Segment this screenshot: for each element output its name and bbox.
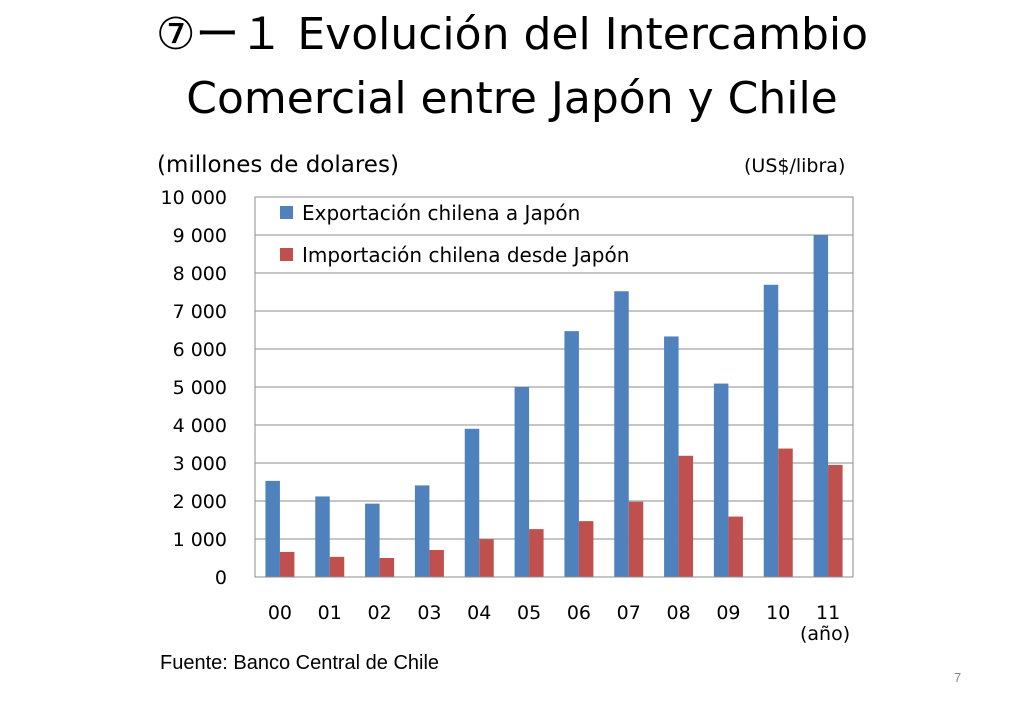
y-tick-label: 0 [215, 567, 227, 589]
import-bar [479, 539, 494, 577]
x-tick-label: 09 [716, 602, 740, 624]
export-bar [414, 485, 430, 577]
y-tick-label: 6 000 [173, 339, 227, 361]
y-tick-label: 1 000 [173, 529, 227, 551]
slide-title: ⑦ー１ Evolución del Intercambio Comercial … [0, 0, 1024, 131]
export-bar [614, 291, 629, 577]
y-axis-ticks: 0 1 000 2 000 3 000 4 000 5 000 6 000 7 000 8 00… [161, 187, 227, 589]
title-line-2: Comercial entre Japón y Chile [186, 73, 838, 124]
x-tick-label: 03 [417, 602, 441, 624]
x-axis-ticks: 00 01 02 03 04 05 06 07 08 09 10 11 [268, 602, 840, 624]
import-bar [678, 455, 694, 577]
x-tick-label: 06 [567, 602, 591, 624]
import-bar [529, 529, 544, 577]
y-tick-label: 5 000 [173, 377, 227, 399]
export-bar [813, 235, 829, 577]
export-bar [265, 480, 280, 577]
bars [265, 235, 843, 577]
import-bar [279, 551, 295, 577]
import-bar [628, 501, 644, 577]
export-bar [713, 383, 729, 577]
import-bar [828, 464, 843, 577]
y-tick-label: 9 000 [173, 225, 227, 247]
legend-entry: Exportación chilena a Japón [302, 201, 580, 225]
source-note: Fuente: Banco Central de Chile [160, 652, 440, 674]
x-axis-unit-label: (año) [800, 623, 851, 645]
x-tick-label: 07 [617, 602, 641, 624]
y-tick-label: 4 000 [173, 415, 227, 437]
import-bar [429, 550, 444, 577]
x-tick-label: 01 [318, 602, 342, 624]
export-bar [315, 496, 330, 577]
x-tick-label: 11 [816, 602, 840, 624]
export-bar [464, 428, 480, 577]
export-bar [664, 336, 679, 577]
x-tick-label: 00 [268, 602, 292, 624]
y-tick-label: 2 000 [173, 491, 227, 513]
import-bar [778, 448, 793, 577]
export-bar [514, 387, 530, 577]
y-axis-label: (millones de dolares) [157, 152, 399, 178]
x-tick-label: 04 [467, 602, 491, 624]
import-bar [379, 558, 395, 577]
title-line-1: ⑦ー１ Evolución del Intercambio [155, 9, 869, 60]
x-tick-label: 10 [766, 602, 790, 624]
page-number: 7 [954, 670, 962, 685]
y-tick-label: 7 000 [173, 301, 227, 323]
x-tick-label: 05 [517, 602, 541, 624]
legend: Exportación chilena a Japón Importación c… [280, 201, 629, 267]
import-bar [728, 516, 743, 577]
y-tick-label: 8 000 [173, 263, 227, 285]
import-bar [578, 521, 594, 577]
legend-entry: Importación chilena desde Japón [302, 243, 629, 267]
plot-area-frame [254, 196, 854, 578]
y-tick-label: 10 000 [161, 187, 227, 209]
legend-swatch [280, 206, 293, 219]
export-bar [564, 331, 579, 577]
x-tick-label: 08 [666, 602, 690, 624]
y-tick-label: 3 000 [173, 453, 227, 475]
export-bar [365, 503, 380, 577]
legend-swatch [280, 248, 293, 261]
secondary-y-axis-label: (US$/libra) [744, 155, 846, 177]
x-tick-label: 02 [367, 602, 391, 624]
import-bar [329, 556, 345, 577]
export-bar [763, 284, 779, 577]
